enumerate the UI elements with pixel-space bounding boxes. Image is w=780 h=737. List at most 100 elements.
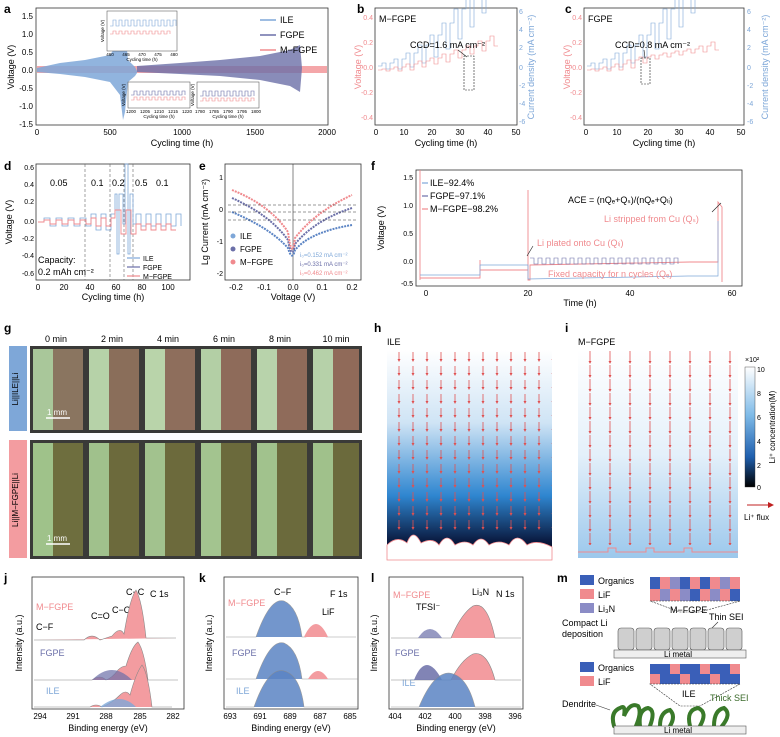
panel-c: c FGPE CCD=0.8 mA cm⁻² 0 10 20 30 40 50 … [562, 0, 770, 148]
e-xtick: 0.2 [346, 283, 358, 292]
f-legend-mfgpe: M−FGPE−98.2% [430, 204, 498, 214]
inset3-tick: 1780 [195, 109, 206, 114]
b-ytick-l: 0.4 [363, 15, 373, 22]
m-top-label: M−FGPE [670, 605, 707, 615]
k-ylabel: Intensity (a.u.) [204, 614, 214, 671]
panel-b-letter: b [357, 2, 364, 16]
d-ytick: -0.6 [22, 271, 34, 278]
j-xlabel: Binding energy (eV) [68, 723, 148, 733]
panel-a-legend: ILE FGPE M−FGPE [260, 15, 317, 55]
l-spec-1 [391, 604, 521, 639]
d-xtick: 100 [161, 283, 175, 292]
a-ytick: -1.0 [19, 102, 33, 111]
c-ytick-r: 6 [747, 9, 751, 16]
d-ytick: 0.2 [24, 199, 34, 206]
panel-b: b M−FGPE CCD=1.6 mA cm⁻² 0 10 20 30 40 5… [353, 0, 536, 148]
e-i0-mfgpe: i₀=0.462 mA cm⁻² [300, 271, 348, 277]
l-sample-3: ILE [402, 678, 416, 688]
panel-d-capacity-value: 0.2 mAh cm⁻² [38, 267, 94, 277]
panel-d-legend: ILE FGPE M−FGPE [127, 256, 172, 281]
b-ytick-r: 4 [519, 27, 523, 34]
l-xtick: 396 [508, 712, 522, 721]
panel-i-letter: i [565, 321, 568, 335]
m-top-zoom [649, 600, 741, 613]
l-xtick: 400 [448, 712, 462, 721]
e-xtick: 0.0 [287, 283, 299, 292]
e-legend-fgpe: FGPE [240, 245, 262, 254]
b-ytick-r: 2 [519, 45, 523, 52]
panel-d-xticks: 0 20 40 60 80 100 [36, 283, 175, 292]
e-i0-ile: i₀=0.152 mA cm⁻² [300, 253, 348, 259]
panel-f-letter: f [371, 159, 376, 173]
panel-a-letter: a [4, 2, 11, 16]
f-stripped: Li stripped from Cu (Qₛ) [604, 214, 699, 224]
g-time: 0 min [45, 334, 67, 344]
g-time: 10 min [322, 334, 349, 344]
j-sample-1: M−FGPE [36, 602, 73, 612]
g-row1-photos [33, 349, 359, 430]
b-xtick: 50 [512, 128, 521, 137]
j-xticks: 294 291 288 285 282 [33, 712, 180, 721]
panel-i: i M−FGPE ×10² 10 8 6 4 2 0 Li⁺ concentra… [565, 321, 777, 558]
k-spec-3 [226, 670, 358, 708]
b-ytick-r: -2 [519, 83, 525, 90]
panel-c-letter: c [565, 2, 572, 16]
inset1-tick: 475 [154, 52, 162, 57]
panel-i-title: M−FGPE [578, 337, 615, 347]
m-legend-lif-swatch [580, 589, 594, 599]
panel-a-frame [35, 7, 329, 126]
k-spec-1-pink [304, 624, 328, 637]
a-legend-mfgpe: M−FGPE [280, 45, 317, 55]
panel-f-ylabel: Voltage (V) [376, 206, 386, 251]
c-xtick: 20 [644, 128, 653, 137]
panel-a-ylabel: Voltage (V) [6, 45, 16, 90]
i-cbar-tick: 4 [757, 439, 761, 446]
panel-b-arrow [457, 49, 468, 58]
panel-d-ylabel: Voltage (V) [4, 200, 14, 245]
panel-f-frame [415, 169, 743, 287]
g-time: 4 min [157, 334, 179, 344]
inset2-xlabel: Cycling time (h) [143, 114, 175, 119]
i-flux: Li⁺ flux [744, 513, 769, 522]
b-ytick-l: 0.0 [363, 65, 373, 72]
m-thick: Thick SEI [710, 693, 749, 703]
c-xtick: 40 [706, 128, 715, 137]
e-legend-mfgpe: M−FGPE [240, 258, 273, 267]
d-ytick: 0.6 [24, 165, 34, 172]
i-flux-arrows [578, 350, 738, 545]
l-xticks: 404 402 400 398 396 [388, 712, 522, 721]
k-sample-1: M−FGPE [228, 598, 265, 608]
m-bottom-sei [650, 664, 740, 684]
inset3-tick: 1795 [237, 109, 248, 114]
k-xtick: 685 [343, 712, 357, 721]
f-ytick: 0.0 [403, 259, 413, 266]
panel-c-xlabel: Cycling time (h) [633, 138, 696, 148]
d-xtick: 20 [60, 283, 69, 292]
k-sample-2: FGPE [232, 648, 257, 658]
j-xtick: 282 [166, 712, 180, 721]
k-peak-lif: LiF [322, 607, 335, 617]
panel-e-xticks: -0.2 -0.1 0.0 0.1 0.2 [229, 283, 358, 292]
a-ytick: 1.5 [22, 12, 34, 21]
d-ytick: 0.4 [24, 182, 34, 189]
c-ytick-r: 0 [747, 65, 751, 72]
j-peak-cf: C−F [36, 622, 54, 632]
l-peak-tfsi: TFSI⁻ [416, 602, 440, 612]
inset2-tick: 1205 [140, 109, 151, 114]
l-peak-li3n: Li₃N [472, 587, 489, 597]
panel-g-letter: g [4, 321, 11, 335]
m-legend-organics-swatch [580, 575, 594, 585]
d-legend-fgpe: FGPE [143, 265, 162, 272]
e-legend-ile: ILE [240, 232, 252, 241]
b-ytick-r: -6 [519, 119, 525, 126]
panel-j: j C 1s M−FGPE FGPE ILE C−C C−F C=O C−O 2… [3, 571, 185, 733]
panel-b-title: M−FGPE [379, 14, 416, 24]
g-row1-label-bg [9, 346, 27, 431]
i-cbar-label: Li⁺ concentration(M) [768, 390, 777, 463]
panel-a-fgpe-trace [137, 45, 302, 92]
panel-d-trace [38, 163, 182, 255]
m-dendrites [610, 703, 730, 728]
g-row2-label: Li||M−FGPE||Li [11, 473, 20, 527]
l-xtick: 402 [418, 712, 432, 721]
panel-m-letter: m [557, 571, 568, 585]
